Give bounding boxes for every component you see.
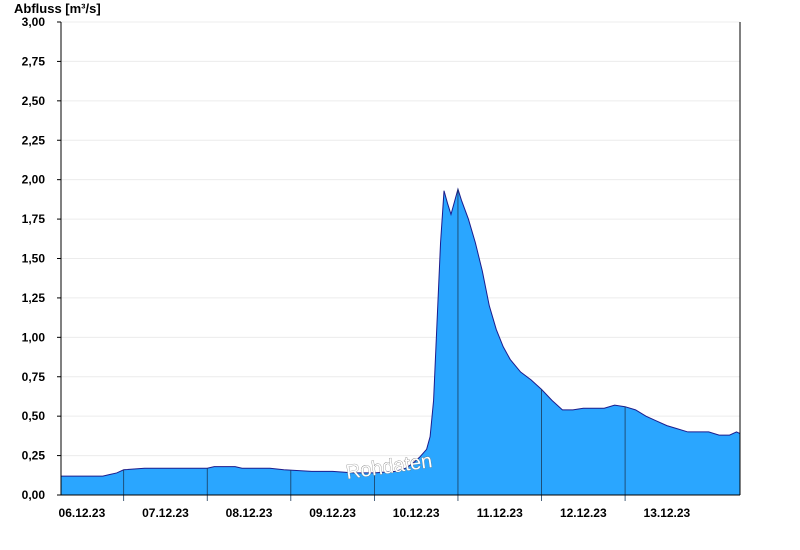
gridlines (61, 21, 740, 457)
y-tick-label: 1,75 (22, 212, 46, 226)
y-tick-label: 2,00 (22, 173, 46, 187)
plot-area (61, 187, 741, 496)
y-tick-label: 2,25 (22, 133, 46, 147)
y-ticks: 0,00 0,25 0,50 0,75 1,00 1,25 1,50 1,75 2,00 2,25… (22, 15, 61, 502)
x-tick-label: 09.12.23 (309, 506, 356, 520)
y-tick-label: 0,25 (22, 449, 46, 463)
x-tick-label: 06.12.23 (59, 506, 106, 520)
x-ticks: 06.12.23 07.12.23 08.12.23 09.12.23 10.12.23… (59, 506, 691, 520)
y-axis-label: Abfluss [m³/s] (14, 1, 101, 16)
discharge-line (61, 187, 741, 477)
y-tick-label: 1,00 (22, 330, 46, 344)
x-tick-label: 08.12.23 (226, 506, 273, 520)
day-dividers (123, 189, 626, 501)
y-tick-label: 2,50 (22, 94, 46, 108)
x-tick-label: 10.12.23 (393, 506, 440, 520)
y-tick-label: 0,75 (22, 370, 46, 384)
y-tick-label: 3,00 (22, 15, 46, 29)
x-tick-label: 12.12.23 (560, 506, 607, 520)
y-tick-label: 2,75 (22, 54, 46, 68)
x-tick-label: 11.12.23 (477, 506, 523, 520)
y-tick-label: 0,00 (22, 488, 46, 502)
x-tick-label: 13.12.23 (644, 506, 691, 520)
y-tick-label: 0,50 (22, 409, 46, 423)
discharge-area (61, 189, 740, 496)
y-tick-label: 1,25 (22, 291, 46, 305)
x-tick-label: 07.12.23 (142, 506, 189, 520)
y-tick-label: 1,50 (22, 252, 46, 266)
